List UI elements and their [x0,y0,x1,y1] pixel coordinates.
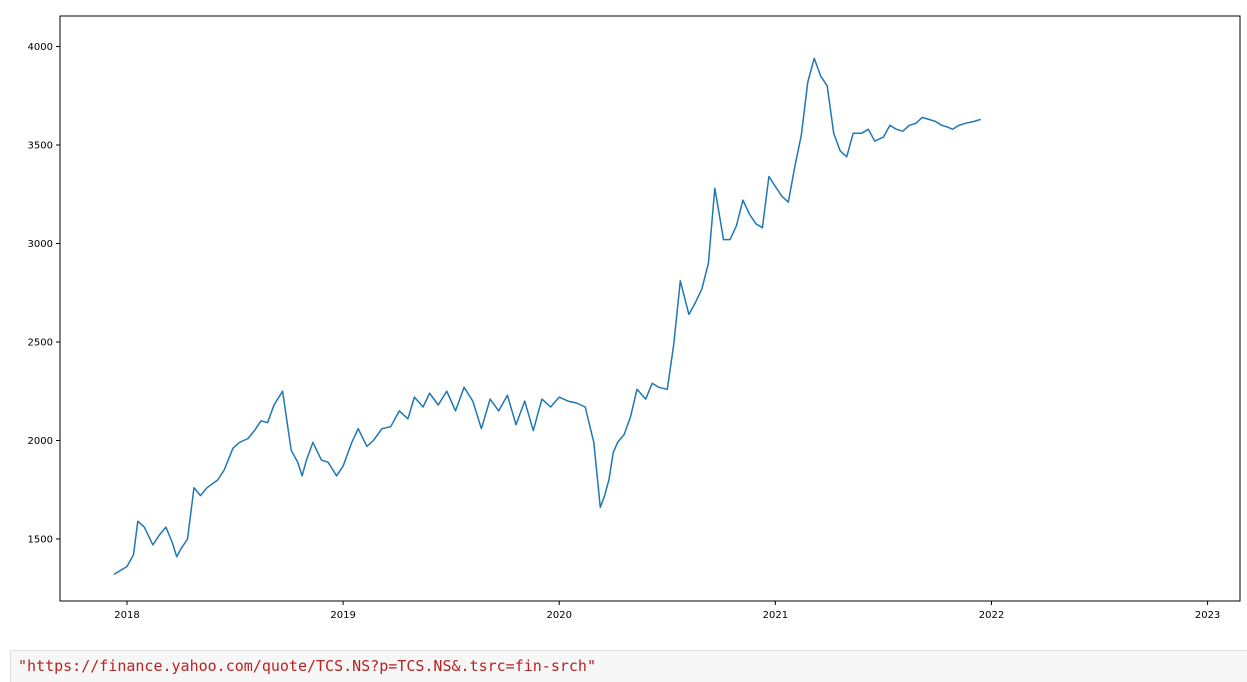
x-tick-label: 2019 [330,610,355,621]
series-layer [113,57,981,576]
y-tick-label: 3500 [28,141,53,152]
y-axis: 1500 2000 2500 3000 3500 4000 [28,42,60,545]
code-output-text: "https://finance.yahoo.com/quote/TCS.NS?… [18,657,596,675]
code-output-cell[interactable]: "https://finance.yahoo.com/quote/TCS.NS?… [10,650,1247,682]
x-tick-label: 2018 [114,610,139,621]
y-tick-label: 1500 [28,534,53,545]
x-tick-label: 2020 [547,610,572,621]
x-tick-label: 2023 [1195,610,1220,621]
y-tick-label: 4000 [28,42,53,53]
plot-area [59,15,1241,602]
y-tick-label: 3000 [28,239,53,250]
x-axis: 2018 2019 2020 2021 2022 2023 [114,601,1220,621]
y-tick-label: 2000 [28,436,53,447]
x-tick-label: 2021 [763,610,788,621]
series-line-train [113,57,981,576]
x-tick-label: 2022 [979,610,1004,621]
line-chart: 2018 2019 2020 2021 2022 2023 1500 2000 2500 300… [28,15,1241,621]
y-tick-label: 2500 [28,337,53,348]
